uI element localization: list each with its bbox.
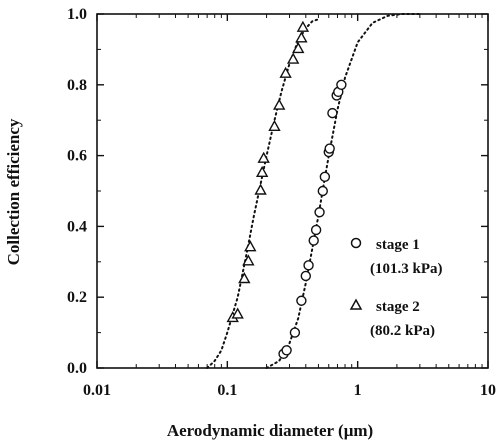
data-point-triangle	[257, 151, 270, 163]
x-tick-label: 1	[354, 382, 362, 399]
data-point-circle	[308, 235, 319, 246]
legend-triangle-marker	[349, 298, 363, 310]
data-point-circle	[327, 107, 338, 119]
y-tick-label: 0.2	[67, 289, 87, 306]
data-point-triangle	[295, 31, 308, 43]
data-point-circle	[296, 295, 307, 306]
x-axis-title: Aerodynamic diameter (μm)	[167, 421, 373, 440]
fit-curve-series-1	[265, 13, 421, 369]
data-point-circle	[336, 79, 347, 91]
data-point-triangle	[255, 165, 269, 177]
data-point-circle	[317, 185, 328, 197]
x-tick-label: 10	[480, 382, 496, 399]
data-point-triangle	[244, 240, 257, 252]
data-point-triangle	[268, 119, 281, 131]
data-point-circle	[319, 171, 331, 183]
y-axis-title: Collection efficiency	[4, 118, 23, 265]
data-point-circle	[314, 207, 325, 218]
data-point-triangle	[292, 41, 305, 54]
data-point-circle	[289, 327, 301, 338]
data-point-triangle	[242, 254, 255, 266]
legend-entry-stage-2: stage 2 (80.2 kPa)	[349, 298, 435, 339]
data-point-triangle	[286, 52, 300, 64]
axis-ticks	[96, 13, 489, 369]
y-tick-label: 0.8	[67, 77, 87, 94]
legend-label-stage-2: stage 2	[376, 299, 420, 315]
data-point-circle	[300, 270, 312, 282]
legend-sublabel-stage-2: (80.2 kPa)	[370, 323, 435, 339]
data-point-triangle	[231, 307, 244, 319]
data-point-triangle	[254, 183, 267, 195]
y-tick-label: 0.0	[67, 360, 87, 377]
x-tick-label: 0.1	[217, 382, 237, 399]
data-point-circle	[310, 224, 322, 236]
plot-frame	[96, 13, 489, 369]
x-tick-label: 0.01	[83, 382, 111, 399]
legend-label-stage-1: stage 1	[376, 237, 420, 253]
legend: stage 1 (101.3 kPa) stage 2 (80.2 kPa)	[349, 237, 443, 339]
data-point-triangle	[273, 98, 286, 110]
data-point-triangle	[296, 20, 310, 32]
y-tick-label: 0.6	[67, 148, 87, 165]
data-point-circle	[281, 345, 292, 356]
legend-entry-stage-1: stage 1 (101.3 kPa)	[350, 237, 443, 277]
data-point-circle	[324, 143, 335, 154]
data-point-triangle	[279, 66, 292, 78]
legend-circle-marker	[350, 237, 362, 249]
y-tick-label: 1.0	[67, 6, 87, 23]
y-tick-label: 0.4	[67, 218, 87, 235]
data-markers	[226, 20, 347, 360]
axis-tick-labels: 0.01 0.1 1 10 0.0 0.2 0.4 0.6 0.8 1.0	[67, 6, 496, 399]
plot-axes	[96, 13, 489, 369]
data-point-triangle	[238, 272, 251, 284]
legend-sublabel-stage-1: (101.3 kPa)	[370, 261, 443, 277]
data-point-circle	[303, 260, 314, 271]
